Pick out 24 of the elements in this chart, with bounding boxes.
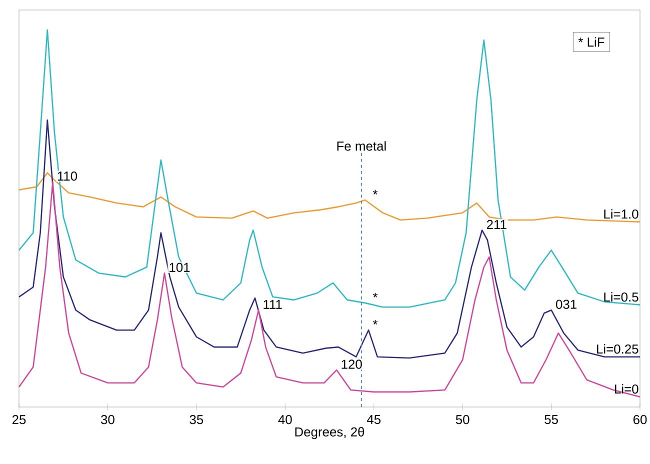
x-tick-label: 40	[278, 415, 292, 424]
annotation: 111	[264, 300, 282, 309]
annotation: *	[372, 292, 378, 298]
series-label: Li=0.5	[604, 292, 638, 302]
x-tick-label: 50	[456, 415, 470, 424]
x-tick-label: 60	[633, 415, 647, 424]
series-label: Li=1.0	[604, 209, 638, 219]
x-tick-label: 55	[544, 415, 558, 424]
annotation: 120	[342, 360, 362, 369]
annotation: * LiF	[578, 37, 604, 47]
annotation: 211	[486, 220, 506, 229]
annotation: 101	[170, 262, 190, 272]
annotation: 110	[58, 172, 78, 181]
ref-line-label: Fe metal	[337, 141, 386, 151]
annotation: 031	[556, 300, 576, 309]
series-label: Li=0	[615, 384, 638, 394]
series-label: Li=0.25	[597, 344, 638, 354]
x-tick-label: 45	[366, 415, 381, 424]
annotation: *	[372, 190, 378, 194]
x-tick-label: 35	[190, 415, 204, 424]
x-tick-label: 30	[101, 415, 114, 424]
x-tick-label: 25	[12, 415, 26, 424]
x-axis-title: Degrees, 2θ	[295, 427, 364, 440]
annotation: *	[372, 320, 378, 325]
